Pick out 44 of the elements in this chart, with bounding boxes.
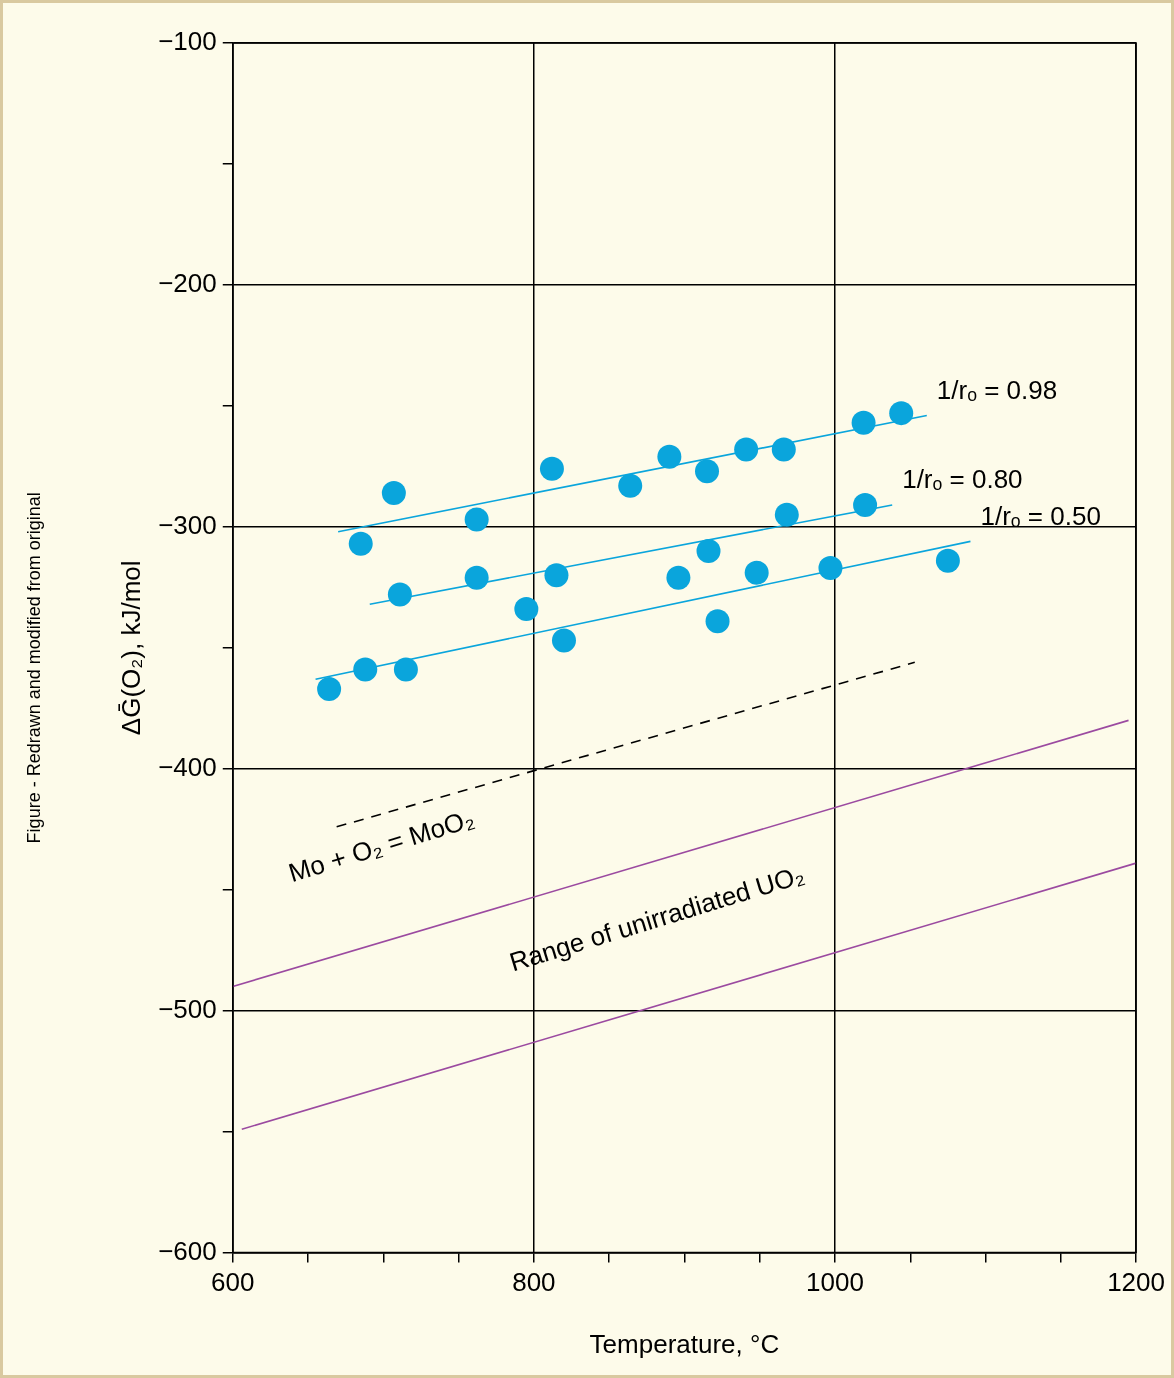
point	[851, 410, 876, 435]
y-tick-label: −600	[158, 1235, 217, 1266]
text: Figure - Redrawn and modified from original	[23, 492, 44, 844]
point	[544, 563, 569, 588]
x-axis-title: Temperature, °C	[589, 1328, 780, 1359]
series-label: 1/rₒ = 0.50	[980, 500, 1101, 531]
point	[705, 609, 730, 634]
point	[514, 597, 539, 622]
series-label: 1/rₒ = 0.98	[936, 374, 1058, 405]
annotation: Mo + O₂ = MoO₂	[285, 803, 478, 889]
point	[666, 565, 691, 590]
y-tick-label: −500	[158, 993, 217, 1024]
x-tick-label: 1000	[806, 1267, 864, 1298]
point	[348, 531, 373, 556]
point	[774, 502, 799, 527]
point	[657, 444, 682, 469]
y-axis-title: ΔḠ(O₂), kJ/mol	[115, 560, 146, 736]
x-tick-label: 800	[512, 1267, 556, 1298]
point	[353, 657, 378, 682]
point	[853, 493, 878, 518]
point	[393, 657, 418, 682]
x-tick-label: 1200	[1107, 1267, 1165, 1298]
point	[935, 548, 960, 573]
point	[464, 507, 489, 532]
y-tick-label: −400	[158, 751, 217, 782]
point	[744, 560, 769, 585]
point	[387, 582, 412, 607]
point	[771, 437, 796, 462]
x-tick-label: 600	[211, 1267, 255, 1298]
y-tick-label: −100	[158, 26, 217, 57]
point	[734, 437, 759, 462]
point	[695, 459, 720, 484]
point	[618, 473, 643, 498]
point	[551, 628, 576, 653]
point	[889, 401, 914, 426]
point	[818, 555, 843, 580]
point	[317, 676, 342, 701]
series-label: 1/rₒ = 0.80	[902, 464, 1023, 495]
y-tick-label: −300	[158, 510, 217, 541]
point	[381, 480, 406, 505]
point	[464, 565, 489, 590]
point	[539, 456, 564, 481]
point	[696, 539, 721, 564]
y-tick-label: −200	[158, 268, 217, 299]
